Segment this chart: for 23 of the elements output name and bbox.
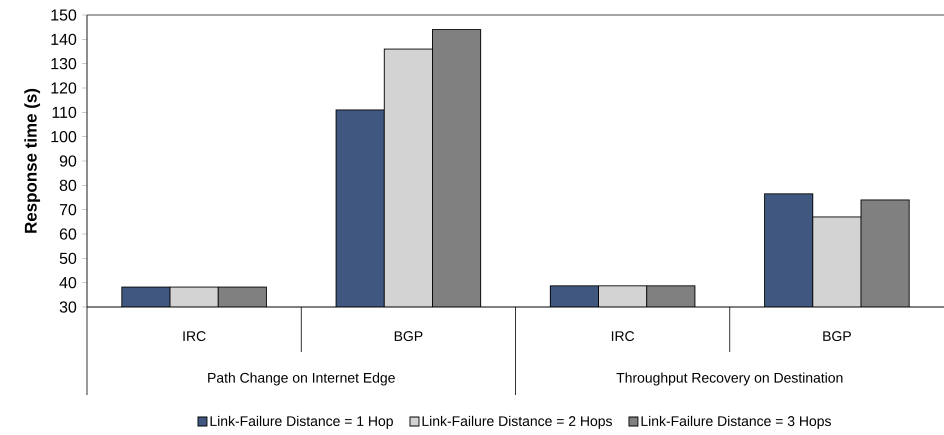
legend-label: Link-Failure Distance = 1 Hop bbox=[210, 416, 393, 429]
y-tick-label: 120 bbox=[51, 82, 76, 94]
y-tick-label: 80 bbox=[60, 180, 76, 191]
y-tick-label: 60 bbox=[60, 228, 76, 240]
y-tick-label: 30 bbox=[60, 301, 76, 313]
y-tick-label: 100 bbox=[51, 131, 76, 142]
y-tick-label: 70 bbox=[60, 204, 76, 216]
y-tick-label: 50 bbox=[60, 252, 76, 264]
x-tick-label: IRC bbox=[612, 331, 634, 342]
y-axis-title: Response time (s) bbox=[24, 88, 40, 233]
legend-label: Link-Failure Distance = 2 Hops bbox=[422, 416, 612, 429]
text: Path Change on Internet Edge bbox=[208, 372, 395, 386]
y-tick-label: 90 bbox=[60, 155, 76, 167]
y-tick-label: 130 bbox=[51, 58, 76, 70]
y-tick-label: 40 bbox=[59, 277, 76, 288]
y-tick-label: 150 bbox=[51, 9, 76, 21]
x-tick-label: BGP bbox=[394, 331, 422, 342]
x-tick-label: BGP bbox=[823, 331, 851, 342]
y-tick-label: 110 bbox=[52, 106, 76, 118]
legend-label: Link-Failure Distance = 3 Hops bbox=[642, 416, 831, 429]
text: Throughput Recovery on Destination bbox=[616, 372, 842, 386]
x-tick-label: IRC bbox=[183, 331, 206, 342]
y-tick-label: 140 bbox=[51, 34, 76, 45]
